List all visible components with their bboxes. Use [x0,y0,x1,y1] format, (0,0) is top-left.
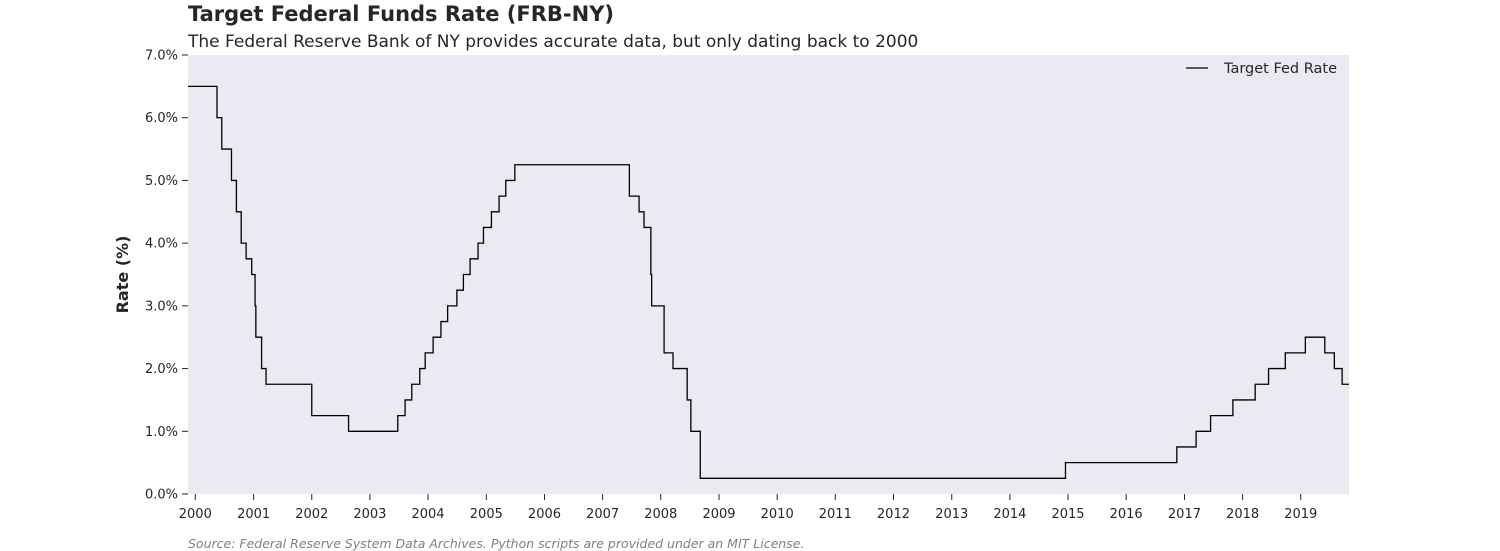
x-tick-label: 2007 [586,507,619,522]
x-tick-label: 2017 [1168,507,1201,522]
x-tick-label: 2011 [819,507,852,522]
x-tick-label: 2004 [411,507,444,522]
x-tick-label: 2005 [470,507,503,522]
x-tick-label: 2002 [295,507,328,522]
x-tick-label: 2003 [353,507,386,522]
plot-background [188,55,1349,494]
y-axis-label: Rate (%) [113,236,132,314]
chart-subtitle: The Federal Reserve Bank of NY provides … [188,32,919,52]
x-axis: 2000 2001 2002 2003 2004 2005 2006 2007 2008 2009… [179,494,1317,522]
y-tick-label: 0.0% [145,488,178,503]
x-tick-label: 2018 [1226,507,1259,522]
x-tick-label: 2009 [702,507,735,522]
x-tick-label: 2013 [935,507,968,522]
y-tick-label: 1.0% [145,425,178,440]
chart-title: Target Federal Funds Rate (FRB-NY) [188,2,615,26]
x-tick-label: 2001 [237,507,270,522]
y-tick-label: 7.0% [145,49,178,64]
source-note: Source: Federal Reserve System Data Arch… [188,536,805,551]
x-tick-label: 2019 [1284,507,1317,522]
x-tick-label: 2008 [644,507,677,522]
y-tick-label: 3.0% [145,299,178,314]
x-tick-label: 2010 [761,507,794,522]
y-axis: 0.0% 1.0% 2.0% 3.0% 4.0% 5.0% 6.0% 7.0% [145,49,188,503]
x-tick-label: 2014 [993,507,1026,522]
x-tick-label: 2016 [1110,507,1143,522]
x-tick-label: 2012 [877,507,910,522]
series-line-target-fed-rate [188,85,1349,479]
legend-label: Target Fed Rate [1223,61,1337,77]
y-tick-label: 6.0% [145,111,178,126]
x-tick-label: 2006 [528,507,561,522]
x-tick-label: 2015 [1051,507,1084,522]
x-tick-label: 2000 [179,507,212,522]
y-tick-label: 4.0% [145,237,178,252]
y-tick-label: 2.0% [145,362,178,377]
y-tick-label: 5.0% [145,174,178,189]
legend: Target Fed Rate [1186,61,1337,77]
